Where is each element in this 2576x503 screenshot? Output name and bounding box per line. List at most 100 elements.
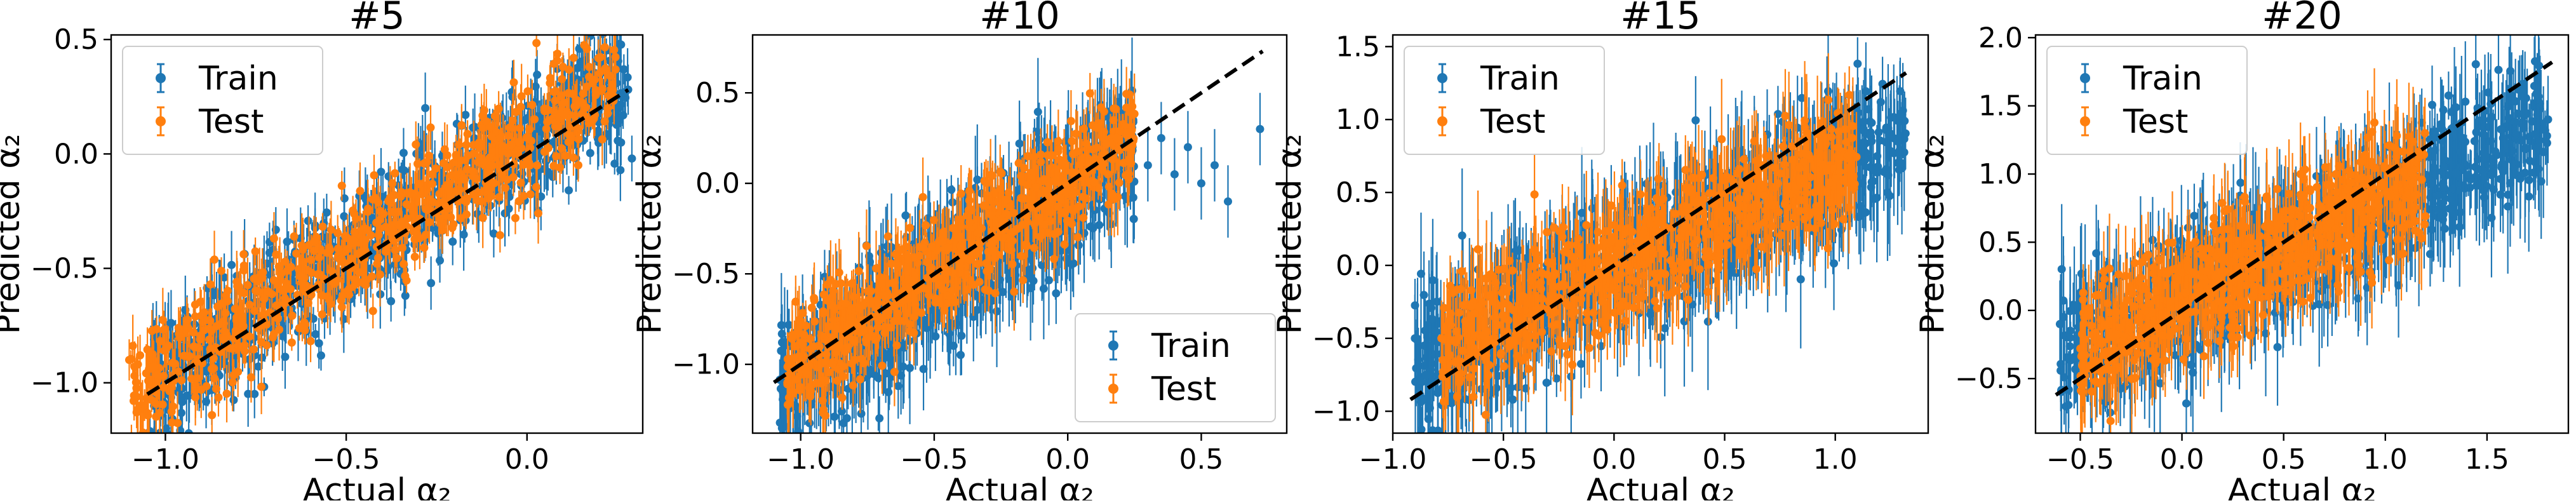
data-point [525,125,533,133]
data-point [482,117,490,126]
data-point [448,238,457,246]
data-point [462,141,471,149]
data-point [616,166,624,174]
data-point [222,309,230,318]
data-point [212,385,220,393]
data-point [452,170,460,178]
data-point [570,54,578,62]
data-point [397,192,405,201]
data-point [208,411,216,419]
data-point [894,382,902,390]
data-point [240,289,248,297]
data-point [272,251,280,259]
data-point [415,180,424,188]
data-point [191,300,199,309]
data-point [617,138,625,147]
data-point [947,185,955,194]
data-point [874,374,882,382]
data-point [507,140,516,149]
data-point [298,241,306,250]
data-point [175,330,183,338]
data-point [275,326,283,334]
data-point [227,261,236,269]
chart-title: #5 [349,0,405,38]
data-point [283,238,291,246]
data-point [464,130,472,138]
data-point [778,330,786,338]
legend-marker-point [156,116,166,126]
data-point [569,154,577,162]
data-point [371,194,379,202]
data-point [370,171,379,179]
y-tick-label: 0.0 [54,138,98,170]
data-point [217,267,225,275]
data-point [461,111,469,119]
data-point [281,352,289,361]
data-point [184,352,192,361]
data-point [368,272,376,281]
data-point [154,371,162,379]
data-point [250,307,258,315]
data-point [603,104,612,112]
x-tick-label: 0.0 [505,443,549,476]
data-point [412,140,420,149]
data-point [973,175,981,184]
data-point [356,187,365,195]
data-point [504,149,512,157]
data-point [387,297,395,305]
data-point [327,225,335,234]
data-point [534,209,542,217]
x-axis-label: Actual α₂ [302,472,452,500]
data-point [601,43,609,51]
data-point [523,158,532,166]
data-point [287,263,295,271]
data-point [206,345,215,353]
data-point [574,161,582,170]
data-point [295,324,304,332]
data-point [443,183,452,191]
data-point [843,414,851,422]
data-point [523,87,532,95]
data-point [200,308,208,316]
y-tick-label: −1.0 [30,367,98,399]
data-point [528,101,536,109]
data-point [495,105,503,113]
data-point [282,285,290,293]
data-point [337,255,345,263]
data-point [543,118,551,126]
data-point [549,162,558,170]
data-point [1095,221,1103,229]
data-point [304,217,312,225]
data-point [210,374,218,382]
data-point [224,286,232,295]
data-point [184,316,192,324]
data-point [191,343,199,351]
data-point [610,159,619,168]
data-point [280,300,288,308]
data-point [579,99,587,107]
data-point [391,246,399,254]
data-point [241,347,249,355]
data-point [565,186,573,194]
data-point [252,247,260,255]
data-point [550,88,558,96]
data-point [585,63,593,71]
data-point [778,424,786,433]
data-point [206,280,215,288]
data-point [315,339,323,347]
data-point [245,332,253,340]
data-point [420,244,428,252]
data-point [272,225,280,234]
data-point [132,384,140,392]
data-point [595,69,603,77]
data-point [277,269,285,278]
data-point [159,316,167,324]
data-point [252,286,260,295]
data-point [393,254,401,262]
data-point [213,302,222,311]
data-point [363,226,372,234]
data-point [351,281,359,289]
data-point [149,350,157,358]
